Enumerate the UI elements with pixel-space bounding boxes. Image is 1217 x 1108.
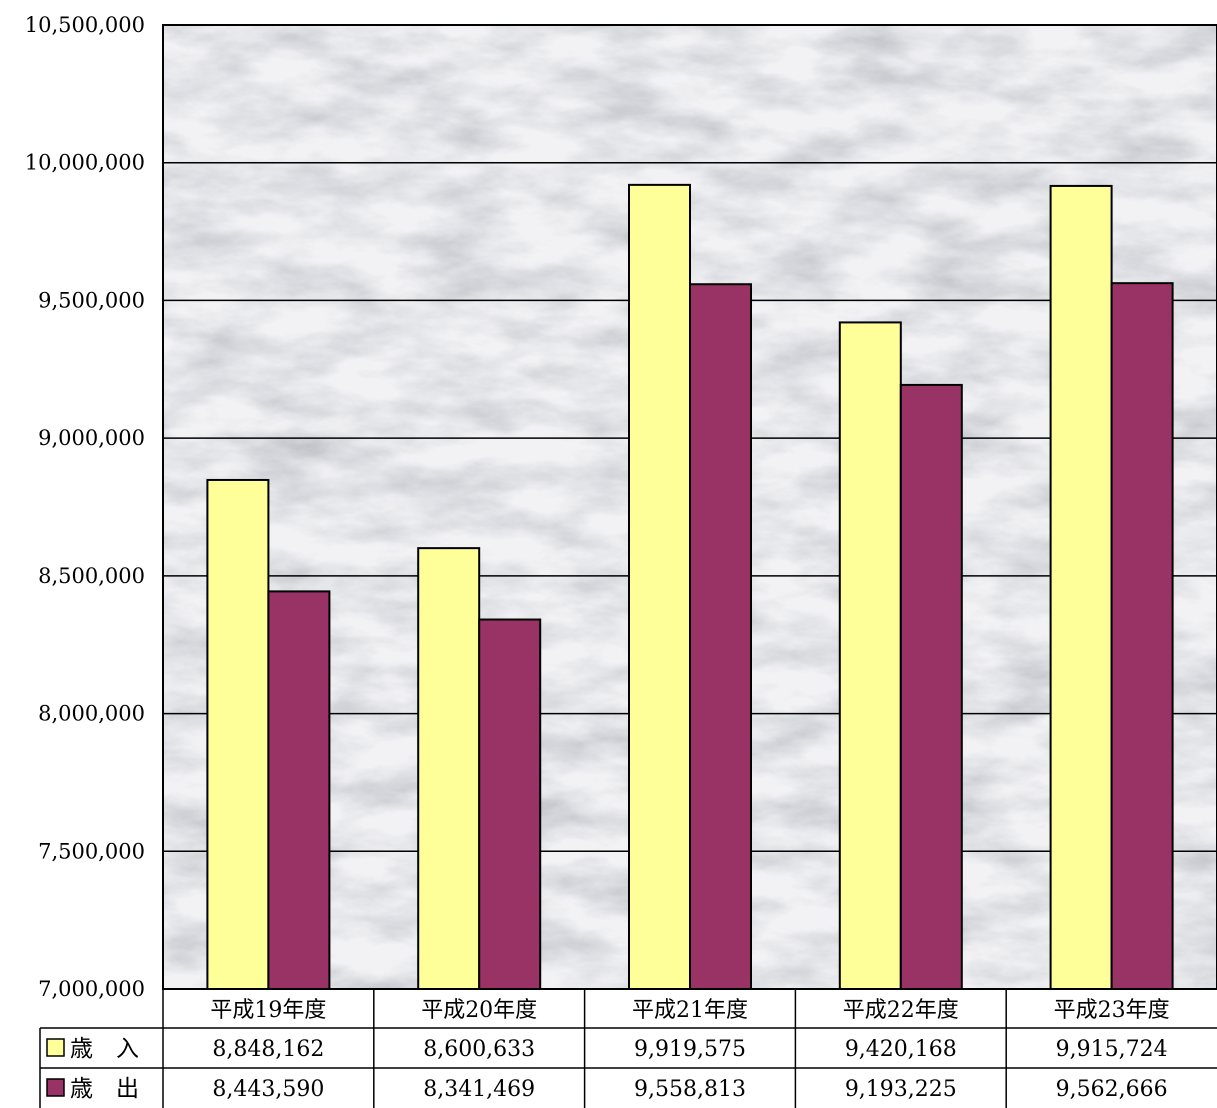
data-label: 9,915,724 (1056, 1037, 1168, 1062)
bar-revenue-4 (1049, 184, 1113, 990)
y-tick-label: 8,500,000 (38, 564, 145, 588)
x-category-label: 平成21年度 (632, 998, 748, 1023)
data-label: 9,562,666 (1056, 1077, 1168, 1102)
bar-revenue-0 (206, 478, 270, 990)
data-label: 8,600,633 (423, 1037, 535, 1062)
y-tick-label: 8,000,000 (38, 702, 145, 726)
bar-revenue-3 (838, 321, 902, 991)
bar-expenditure-1 (478, 618, 542, 990)
data-label: 9,193,225 (845, 1077, 957, 1102)
data-label: 9,919,575 (634, 1037, 746, 1062)
x-category-label: 平成23年度 (1054, 998, 1170, 1023)
bar-expenditure-2 (689, 283, 752, 990)
data-label: 8,443,590 (212, 1077, 324, 1102)
y-tick-label: 9,000,000 (38, 426, 145, 450)
y-axis-ticks: 7,000,000 7,500,000 8,000,000 8,500,000 9,00… (25, 13, 145, 1001)
y-tick-label: 9,500,000 (38, 288, 145, 312)
legend-key-1 (46, 1078, 65, 1097)
y-tick-label: 10,000,000 (25, 151, 145, 175)
legend-key-0 (46, 1038, 65, 1057)
bar-revenue-1 (417, 547, 481, 990)
x-category-label: 平成22年度 (843, 998, 959, 1023)
data-label: 8,848,162 (212, 1037, 324, 1062)
legend-label: 歳 入 (70, 1036, 139, 1062)
bar-revenue-2 (628, 183, 691, 991)
data-label: 8,341,469 (423, 1077, 535, 1102)
y-tick-label: 7,500,000 (38, 839, 145, 863)
legend-label: 歳 出 (70, 1076, 139, 1102)
data-label: 9,420,168 (845, 1037, 957, 1062)
bar-expenditure-0 (267, 590, 331, 990)
bar-expenditure-3 (899, 383, 963, 990)
data-label: 9,558,813 (634, 1077, 746, 1102)
bars (206, 183, 1174, 991)
y-tick-label: 10,500,000 (25, 13, 145, 37)
bar-expenditure-4 (1110, 282, 1174, 990)
y-tick-label: 7,000,000 (38, 977, 145, 1001)
x-category-label: 平成20年度 (421, 998, 537, 1023)
x-category-label: 平成19年度 (210, 998, 326, 1023)
